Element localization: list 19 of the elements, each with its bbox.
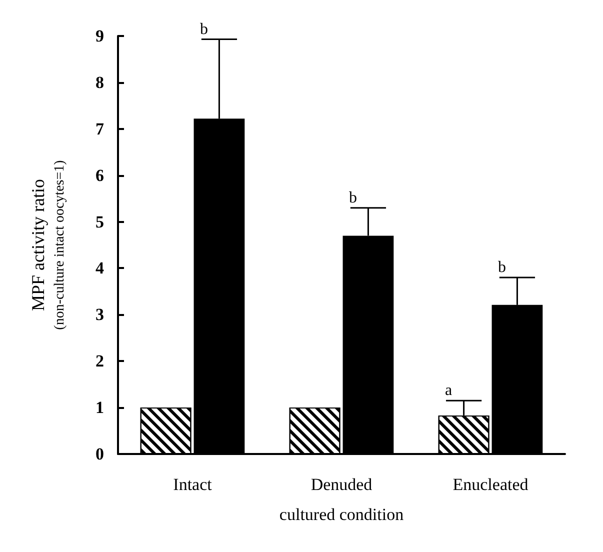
y-tick-label: 4 [96, 258, 104, 278]
y-tick-label: 9 [96, 26, 104, 46]
y-tick-label: 8 [96, 72, 104, 92]
x-tick-label: Intact [173, 475, 212, 494]
y-tick-label: 3 [96, 305, 104, 324]
annotation: b [498, 259, 506, 276]
y-tick-label: 0 [96, 444, 104, 464]
y-tick-label: 5 [96, 212, 104, 232]
x-axis-title: cultured condition [279, 505, 404, 524]
annotation: b [348, 189, 357, 206]
annotation: a [444, 382, 452, 400]
y-axis-title: MPF activity ratio (non-culture intact oocytes=1) [28, 160, 68, 330]
y-tick-label: 7 [96, 119, 104, 138]
x-tick-label: Denuded [310, 475, 373, 494]
y-tick-label: 6 [96, 166, 104, 185]
x-tick-label: Enucleated [452, 475, 529, 494]
y-tick-label: 1 [96, 398, 104, 418]
y-tick-label: 2 [96, 352, 104, 371]
annotation: b [200, 20, 208, 38]
